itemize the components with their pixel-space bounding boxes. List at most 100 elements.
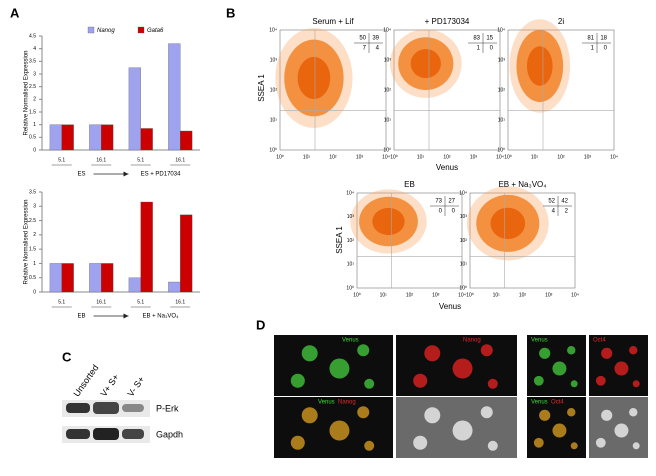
bar <box>128 277 141 293</box>
legend-label: Nanog <box>97 28 115 34</box>
y-tick-label: 10² <box>498 87 506 93</box>
y-axis-label: SSEA 1 <box>335 226 344 254</box>
group-label: ES <box>77 172 85 178</box>
cell <box>570 380 578 388</box>
y-tick-label: 10¹ <box>498 117 506 123</box>
legend-label: Gata6 <box>147 28 164 34</box>
plot-title: Serum + Lif <box>312 17 354 26</box>
cell <box>329 358 350 379</box>
channel-label: Nanog <box>338 400 356 406</box>
arrow-head <box>123 171 129 177</box>
x-tick-label: 16.1 <box>175 157 185 163</box>
y-tick-label: 3 <box>33 71 36 77</box>
x-tick-label: 10³ <box>470 154 478 160</box>
band <box>93 402 119 414</box>
channel-label: Oct4 <box>551 400 564 406</box>
cell <box>601 347 613 359</box>
quadrant-percent: 1 <box>591 46 595 52</box>
y-axis-label: SSEA 1 <box>257 74 266 102</box>
x-tick-label: 10¹ <box>531 154 539 160</box>
panel-label: D <box>256 317 265 332</box>
quadrant-percent: 50 <box>359 36 366 42</box>
x-tick-label: 10⁰ <box>390 154 398 160</box>
quadrant-percent: 0 <box>439 209 443 215</box>
channel-label: Venus <box>531 338 548 344</box>
cell-cloud <box>490 207 526 240</box>
x-tick-label: 16.1 <box>96 299 106 305</box>
cell <box>290 435 305 450</box>
cell <box>552 361 567 376</box>
x-tick-label: 16.1 <box>96 157 106 163</box>
x-tick-label: 5.1 <box>58 299 65 305</box>
y-tick-label: 10¹ <box>270 117 278 123</box>
cell <box>629 408 638 417</box>
x-tick-label: 10⁴ <box>496 154 504 160</box>
quadrant-percent: 39 <box>372 36 379 42</box>
x-axis-label: Venus <box>436 163 458 172</box>
y-tick-label: 10⁰ <box>497 147 505 153</box>
channel-label: Venus <box>531 400 548 406</box>
x-tick-label: 5.1 <box>137 299 144 305</box>
cell <box>614 361 629 376</box>
cell <box>595 375 606 386</box>
y-tick-label: 0.5 <box>29 135 36 141</box>
x-tick-label: 10⁰ <box>504 154 512 160</box>
cell <box>487 378 498 389</box>
x-tick-label: 10⁰ <box>466 292 474 298</box>
cell-cloud <box>526 46 553 86</box>
quadrant-percent: 4 <box>376 46 380 52</box>
bar <box>49 124 62 151</box>
cell <box>413 435 428 450</box>
y-tick-label: 1 <box>33 122 36 128</box>
row-label: Gapdh <box>156 429 183 439</box>
quadrant-percent: 1 <box>477 46 481 52</box>
quadrant-percent: 27 <box>448 199 455 205</box>
cell <box>364 378 375 389</box>
x-tick-label: 5.1 <box>58 157 65 163</box>
bar <box>101 124 114 151</box>
cell <box>539 409 551 421</box>
y-tick-label: 1 <box>33 261 36 267</box>
cell <box>301 345 318 362</box>
y-tick-label: 10⁰ <box>383 147 391 153</box>
lane-label: V+ S+ <box>98 372 121 398</box>
y-tick-label: 10⁰ <box>346 285 354 291</box>
x-tick-label: 10⁴ <box>571 292 579 298</box>
bar <box>49 263 62 293</box>
cell-cloud <box>297 56 331 100</box>
y-tick-label: 2 <box>33 97 36 103</box>
cell <box>452 358 473 379</box>
y-tick-label: 10² <box>460 238 468 244</box>
plot-title: EB + Na₃VO₄ <box>498 180 546 189</box>
x-tick-label: 10² <box>519 292 527 298</box>
x-tick-label: 10⁴ <box>458 292 466 298</box>
quadrant-percent: 42 <box>561 199 568 205</box>
y-tick-label: 10² <box>270 87 278 93</box>
plot-title: 2i <box>558 17 564 26</box>
bar <box>168 281 181 293</box>
lane-label: Unsorted <box>71 363 100 399</box>
bar <box>180 130 193 151</box>
y-tick-label: 2.5 <box>29 84 36 90</box>
panel-label: B <box>226 5 235 20</box>
x-tick-label: 10¹ <box>380 292 388 298</box>
quadrant-percent: 7 <box>363 46 367 52</box>
cell <box>487 440 498 451</box>
x-tick-label: 10² <box>406 292 414 298</box>
bar <box>128 67 141 151</box>
quadrant-percent: 15 <box>486 36 493 42</box>
cell <box>632 442 640 450</box>
cell <box>424 345 441 362</box>
x-tick-label: 10² <box>557 154 565 160</box>
quadrant-percent: 0 <box>452 209 456 215</box>
bar <box>140 201 153 293</box>
y-tick-label: 10⁰ <box>459 285 467 291</box>
cell <box>480 406 493 419</box>
y-tick-label: 1.5 <box>29 246 36 252</box>
cell-cloud <box>410 49 441 79</box>
y-tick-label: 10¹ <box>384 117 392 123</box>
bar <box>61 263 74 293</box>
cell <box>533 437 544 448</box>
cell <box>614 423 629 438</box>
